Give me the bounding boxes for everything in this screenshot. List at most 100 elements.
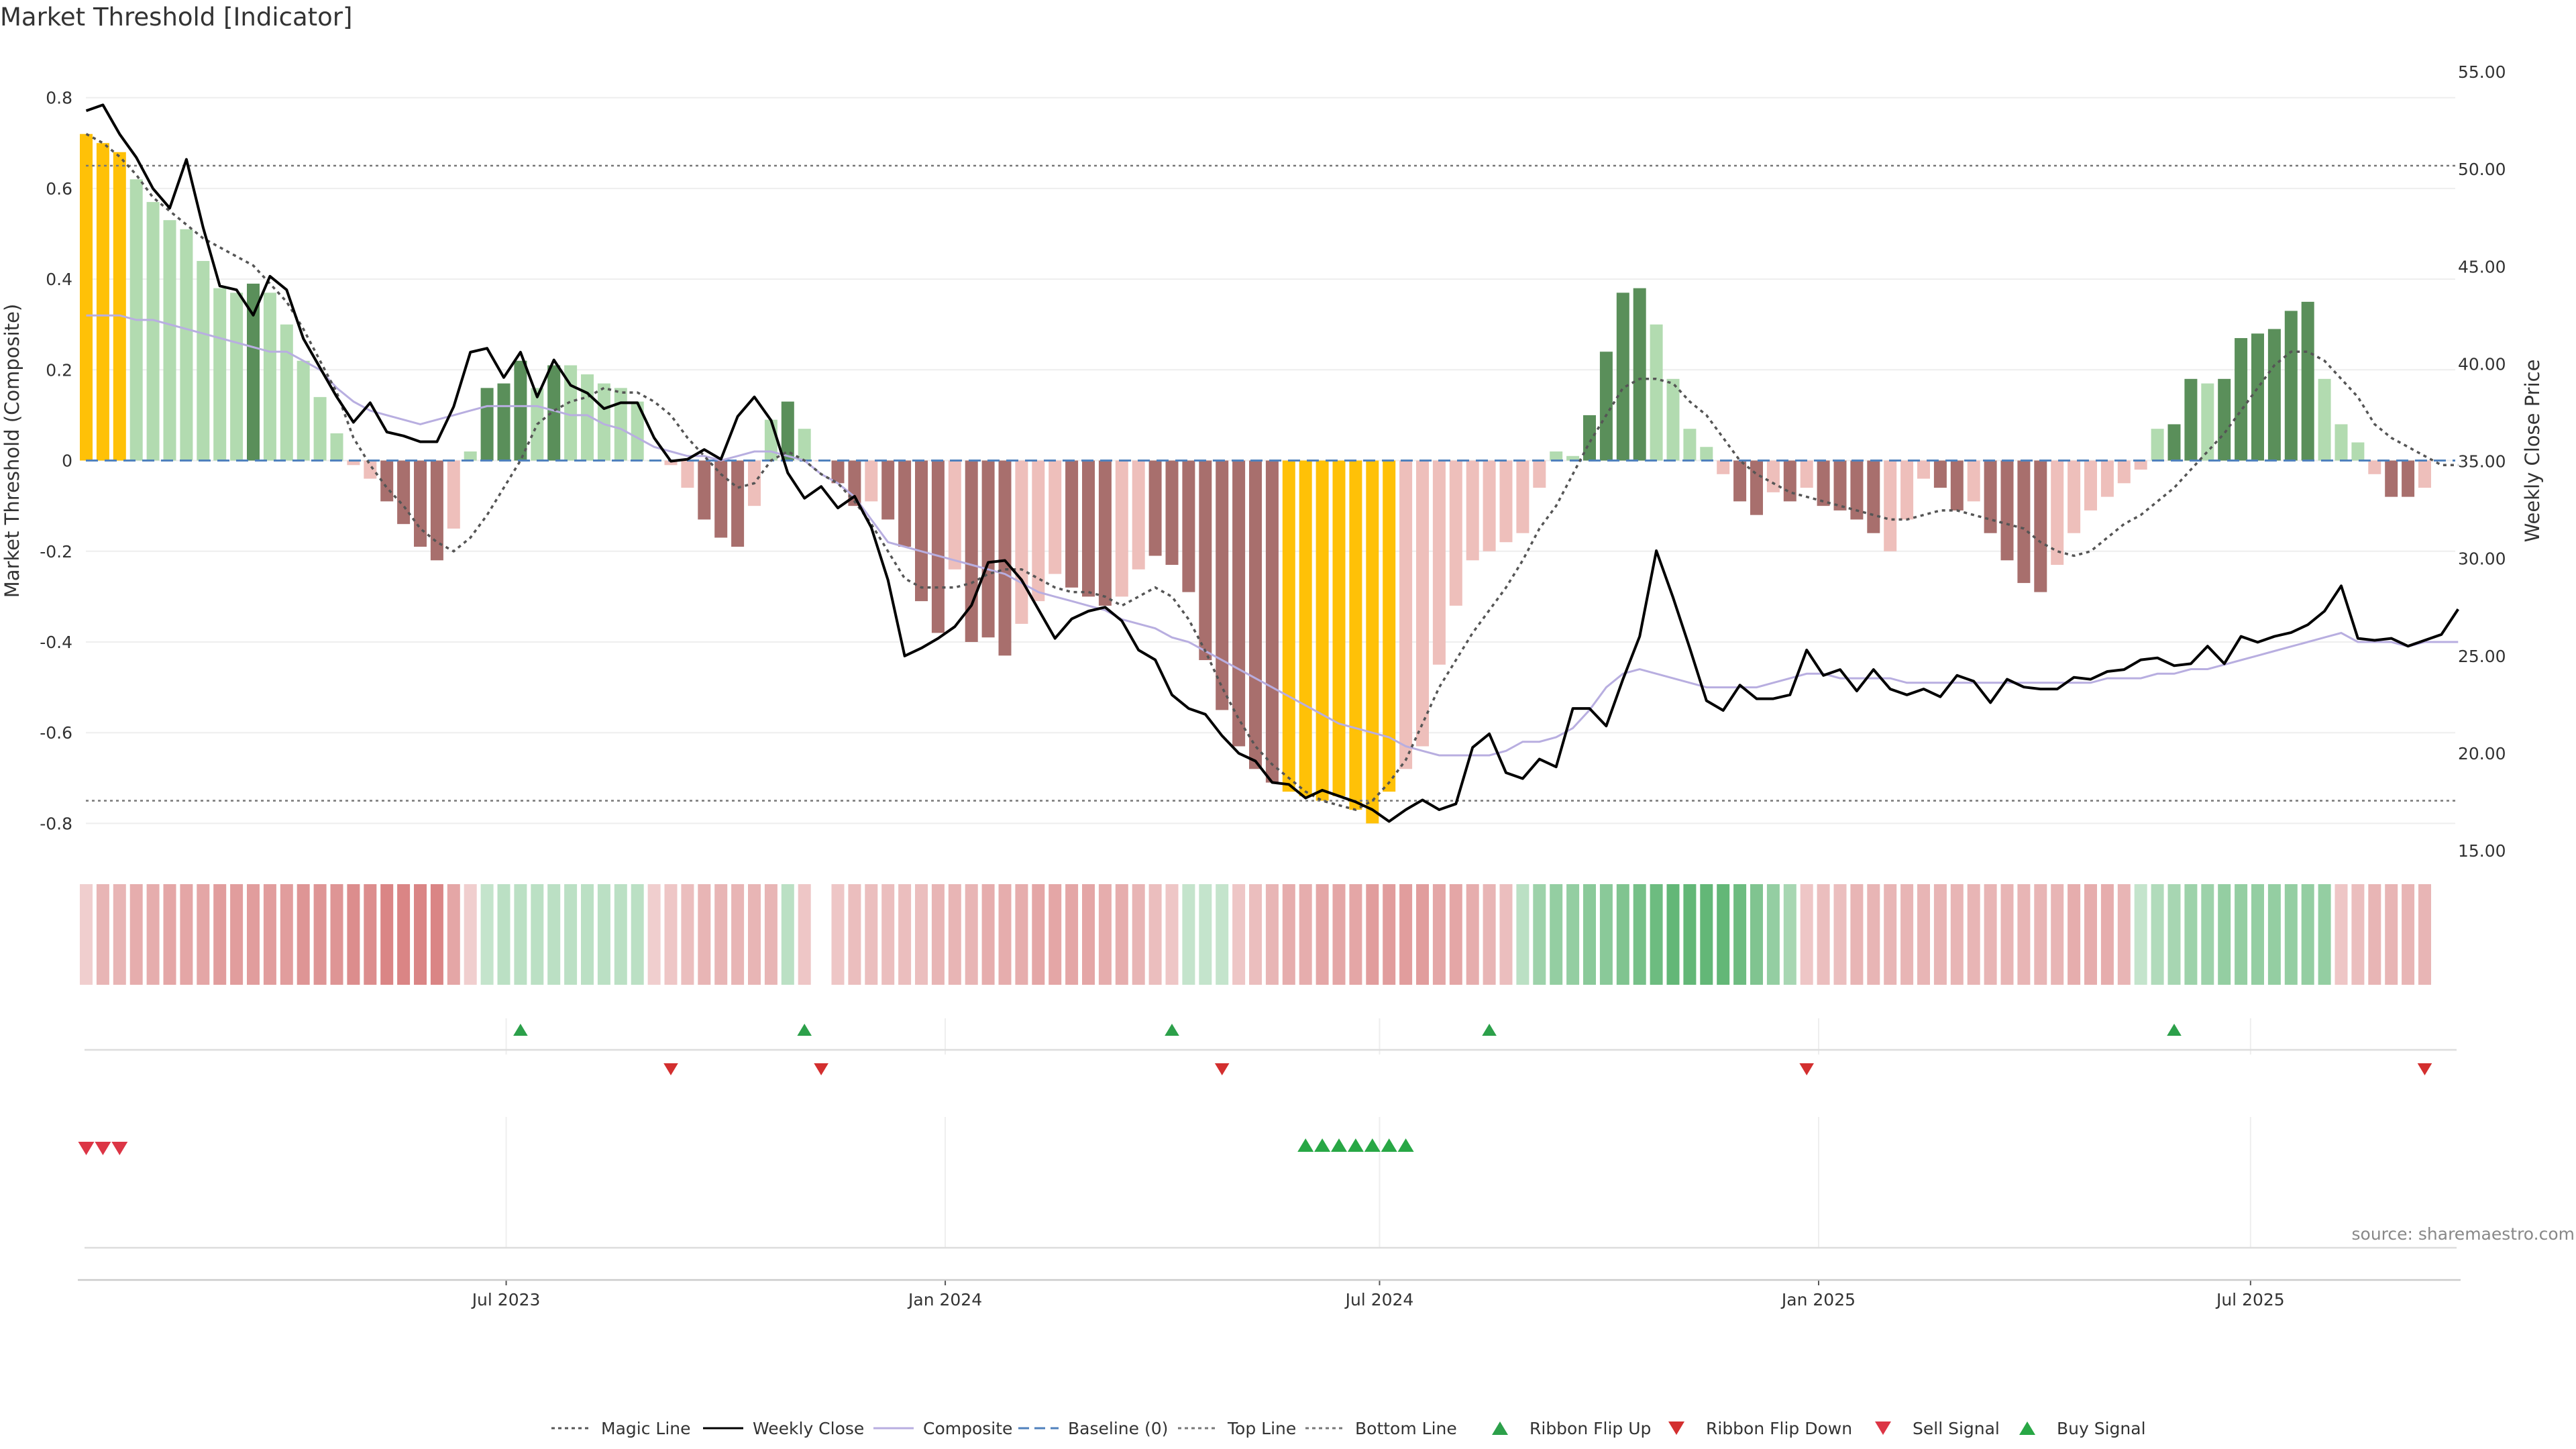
composite-bar — [1633, 288, 1646, 461]
ribbon-flip-up-marker — [1165, 1024, 1179, 1036]
composite-bar — [981, 460, 995, 638]
composite-bar — [1132, 460, 1145, 570]
ribbon-cell — [1583, 884, 1596, 985]
ribbon-panel — [80, 884, 2431, 985]
ribbon-cell — [931, 884, 945, 985]
ribbon-cell — [564, 884, 578, 985]
ribbon-cell — [2034, 884, 2047, 985]
ribbon-cell — [2301, 884, 2314, 985]
composite-bar — [1115, 460, 1128, 597]
composite-bar — [1700, 447, 1713, 461]
right-tick-label: 50.00 — [2458, 160, 2506, 179]
ribbon-flip-up-marker — [2167, 1024, 2182, 1036]
legend-label: Bottom Line — [1355, 1419, 1457, 1438]
composite-bar — [113, 152, 126, 461]
ribbon-cell — [831, 884, 845, 985]
ribbon-cell — [1867, 884, 1880, 985]
composite-bar — [1750, 460, 1763, 515]
legend-item: Buy Signal — [2019, 1419, 2146, 1438]
composite-bar — [2351, 442, 2365, 461]
composite-bar — [163, 220, 176, 461]
composite-bar — [1583, 415, 1596, 461]
right-tick-label: 15.00 — [2458, 841, 2506, 861]
ribbon-cell — [1049, 884, 1062, 985]
composite-bar — [781, 401, 794, 461]
composite-bar — [514, 360, 527, 461]
legend-item: Bottom Line — [1305, 1419, 1457, 1438]
composite-bar — [1265, 460, 1279, 783]
ribbon-cell — [2334, 884, 2348, 985]
composite-bar — [1432, 460, 1446, 665]
ribbon-cell — [2385, 884, 2398, 985]
ribbon-cell — [1833, 884, 1847, 985]
composite-bar — [1082, 460, 1095, 597]
composite-bar — [965, 460, 978, 642]
ribbon-flip-down-marker — [1214, 1063, 1230, 1075]
ribbon-cell — [1199, 884, 1212, 985]
ribbon-cell — [330, 884, 343, 985]
ribbon-cell — [2184, 884, 2198, 985]
ribbon-cell — [430, 884, 443, 985]
composite-bar — [263, 292, 276, 461]
legend-label: Weekly Close — [753, 1419, 864, 1438]
composite-bar — [1884, 460, 1897, 551]
composite-bar — [2218, 378, 2231, 461]
composite-bar — [1299, 460, 1312, 796]
x-tick-label: Jan 2024 — [907, 1290, 982, 1309]
ribbon-flip-down-marker — [1799, 1063, 1814, 1075]
composite-bar — [898, 460, 912, 547]
composite-bar — [364, 460, 377, 479]
composite-bar — [2201, 383, 2214, 461]
ribbon-cell — [1265, 884, 1279, 985]
composite-bar — [1416, 460, 1429, 747]
ribbon-cell — [1616, 884, 1629, 985]
composite-bar — [2284, 311, 2298, 461]
composite-bar — [2084, 460, 2097, 511]
composite-bar — [247, 283, 260, 461]
legend-swatch — [1875, 1421, 1891, 1435]
ribbon-cell — [2017, 884, 2031, 985]
ribbon-cell — [1232, 884, 1246, 985]
buy-signal-marker — [1364, 1138, 1381, 1152]
ribbon-cell — [1766, 884, 1780, 985]
composite-bar — [597, 383, 610, 461]
ribbon-cell — [80, 884, 93, 985]
ribbon-cell — [1817, 884, 1830, 985]
ribbon-cell — [514, 884, 527, 985]
x-axis: Jul 2023 Jan 2024 Jul 2024 Jan 2025 Jul 2025 — [78, 1279, 2461, 1309]
composite-bar — [731, 460, 745, 547]
ribbon-cell — [364, 884, 377, 985]
ribbon-cell — [1750, 884, 1763, 985]
composite-bar — [1950, 460, 1964, 511]
buy-signal-marker — [1381, 1138, 1397, 1152]
x-tick-label: Jul 2025 — [2215, 1290, 2285, 1309]
composite-bar — [280, 324, 293, 461]
composite-bar — [1165, 460, 1179, 566]
ribbon-cell — [2068, 884, 2081, 985]
ribbon-cell — [1082, 884, 1095, 985]
ribbon-cell — [380, 884, 394, 985]
composite-bar — [1850, 460, 1864, 520]
ribbon-flip-up-marker — [513, 1024, 528, 1036]
left-tick-label: -0.2 — [40, 542, 72, 561]
composite-bar — [1783, 460, 1796, 502]
ribbon-cell — [714, 884, 728, 985]
composite-bar — [230, 292, 244, 461]
composite-bar — [1316, 460, 1329, 801]
ribbon-cell — [681, 884, 694, 985]
sell-signal-marker — [111, 1142, 128, 1155]
ribbon-cell — [1700, 884, 1713, 985]
ribbon-cell — [1599, 884, 1613, 985]
composite-bar — [1032, 460, 1045, 602]
ribbon-cell — [2151, 884, 2164, 985]
ribbon-cell — [1783, 884, 1796, 985]
composite-bar — [1282, 460, 1295, 792]
composite-bar — [564, 365, 578, 461]
ribbon-cell — [1065, 884, 1079, 985]
composite-bar — [1766, 460, 1780, 492]
ribbon-cell — [647, 884, 661, 985]
composite-bar — [998, 460, 1012, 656]
composite-bar — [2318, 378, 2331, 461]
ribbon-cell — [1032, 884, 1045, 985]
ribbon-cell — [2351, 884, 2365, 985]
